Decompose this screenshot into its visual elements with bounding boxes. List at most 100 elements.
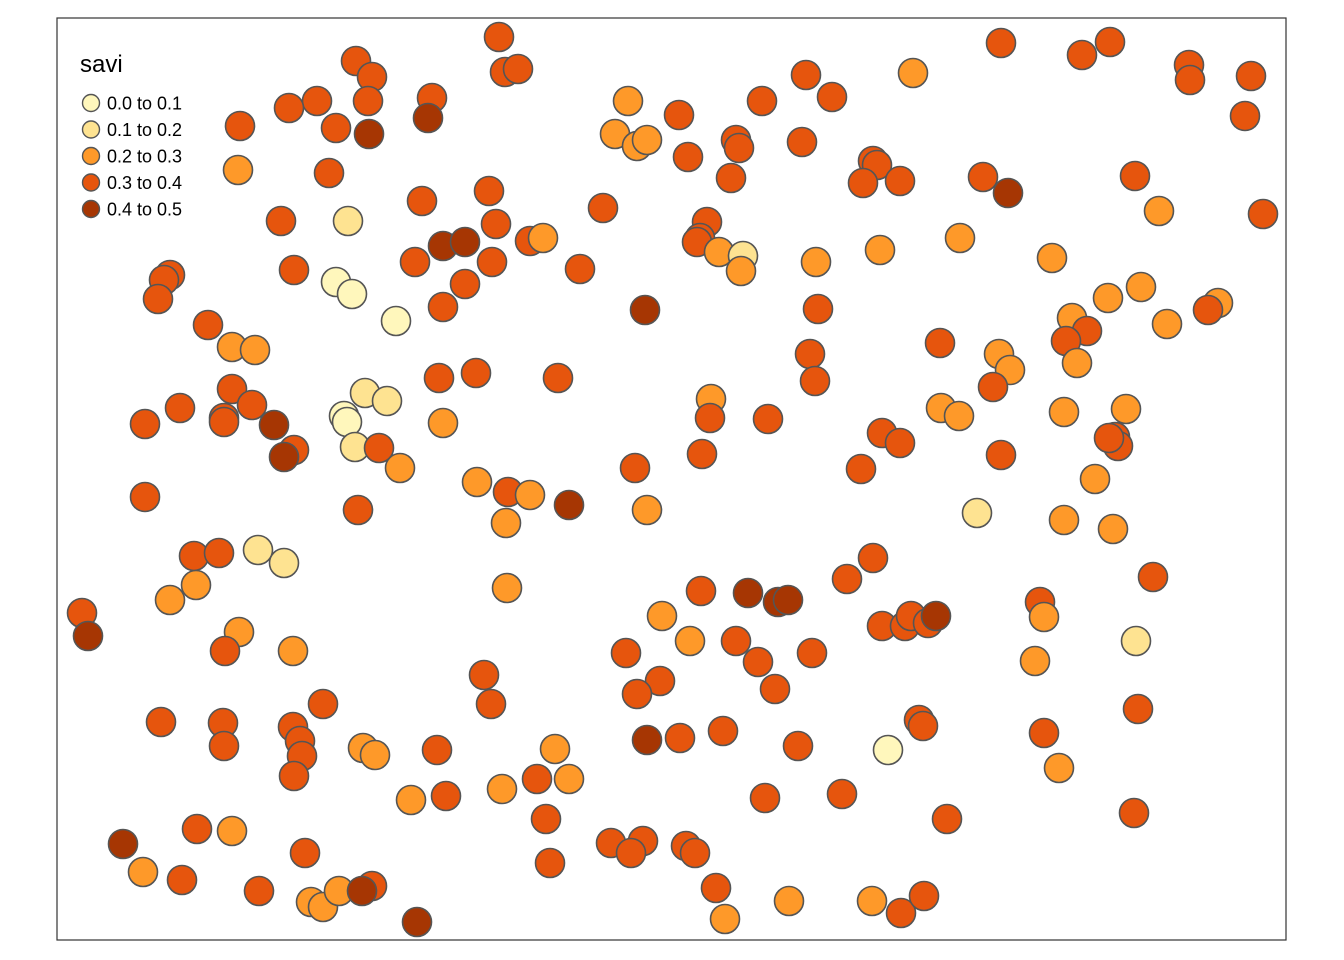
- map-point: [273, 92, 305, 124]
- map-point: [236, 389, 268, 421]
- legend-label: 0.1 to 0.2: [107, 120, 182, 140]
- map-point: [845, 453, 877, 485]
- legend-item: 0.2 to 0.3: [81, 147, 182, 167]
- map-point: [475, 688, 507, 720]
- map-point: [799, 365, 831, 397]
- map-point: [985, 27, 1017, 59]
- map-point: [427, 291, 459, 323]
- map-point: [473, 175, 505, 207]
- map-point: [759, 673, 791, 705]
- map-point: [631, 124, 663, 156]
- map-point: [289, 837, 321, 869]
- map-point: [278, 254, 310, 286]
- map-point: [1019, 645, 1051, 677]
- map-point: [773, 885, 805, 917]
- map-point: [856, 885, 888, 917]
- map-point: [72, 620, 104, 652]
- map-point: [278, 760, 310, 792]
- map-point: [686, 438, 718, 470]
- map-point: [401, 906, 433, 938]
- map-point: [885, 897, 917, 929]
- map-point: [931, 803, 963, 835]
- legend-title: savi: [80, 51, 123, 78]
- map-point: [1028, 601, 1060, 633]
- map-point: [553, 489, 585, 521]
- map-point: [460, 357, 492, 389]
- map-point: [332, 205, 364, 237]
- map-point: [1094, 26, 1126, 58]
- map-point: [1061, 347, 1093, 379]
- map-point: [502, 53, 534, 85]
- map-point: [486, 773, 518, 805]
- map-point: [715, 162, 747, 194]
- map-point: [371, 385, 403, 417]
- map-point: [534, 847, 566, 879]
- legend-swatch: [81, 199, 101, 219]
- map-point: [816, 81, 848, 113]
- map-point: [216, 815, 248, 847]
- map-point: [1192, 294, 1224, 326]
- map-point: [216, 373, 248, 405]
- map-point: [209, 635, 241, 667]
- map-point: [790, 59, 822, 91]
- map-point: [313, 157, 345, 189]
- map-point: [395, 784, 427, 816]
- legend-item: 0.4 to 0.5: [81, 199, 182, 220]
- map-point: [800, 246, 832, 278]
- map-point: [742, 646, 774, 678]
- map-point: [346, 875, 378, 907]
- map-point: [384, 452, 416, 484]
- map-point: [961, 497, 993, 529]
- map-point: [847, 167, 879, 199]
- map-point: [1235, 60, 1267, 92]
- map-point: [920, 600, 952, 632]
- map-point: [449, 226, 481, 258]
- map-point: [461, 466, 493, 498]
- map-point: [1120, 625, 1152, 657]
- map-point: [631, 494, 663, 526]
- map-point: [794, 338, 826, 370]
- map-point: [142, 283, 174, 315]
- legend: savi 0.0 to 0.1 0.1 to 0.2 0.2 to 0.3 0.3 t…: [80, 51, 182, 220]
- map-point: [483, 21, 515, 53]
- map-point: [307, 688, 339, 720]
- map-point: [107, 828, 139, 860]
- map-point: [944, 222, 976, 254]
- map-point: [222, 154, 254, 186]
- map-point: [831, 563, 863, 595]
- map-point: [664, 722, 696, 754]
- map-point: [476, 246, 508, 278]
- map-point: [619, 452, 651, 484]
- map-point: [992, 177, 1024, 209]
- map-point: [720, 625, 752, 657]
- map-point: [746, 85, 778, 117]
- points-layer: [66, 21, 1279, 938]
- map-frame: [56, 17, 1287, 941]
- map-point: [208, 730, 240, 762]
- map-point: [127, 856, 159, 888]
- map-point: [468, 659, 500, 691]
- map-point: [1036, 242, 1068, 274]
- map-point: [679, 837, 711, 869]
- map-point: [907, 710, 939, 742]
- map-point: [802, 293, 834, 325]
- map-point: [1097, 513, 1129, 545]
- map-point: [1229, 100, 1261, 132]
- map-point: [612, 85, 644, 117]
- map-point: [725, 255, 757, 287]
- map-point: [709, 903, 741, 935]
- map-point: [621, 678, 653, 710]
- map-point: [380, 305, 412, 337]
- map-point: [514, 479, 546, 511]
- legend-items: 0.0 to 0.1 0.1 to 0.2 0.2 to 0.3 0.3 to 0.4…: [81, 94, 182, 220]
- map-point: [359, 739, 391, 771]
- map-point: [749, 782, 781, 814]
- map-point: [752, 403, 784, 435]
- map-point: [782, 730, 814, 762]
- map-point: [672, 141, 704, 173]
- map-point: [897, 57, 929, 89]
- map-point: [181, 813, 213, 845]
- map-point: [615, 837, 647, 869]
- map-point: [707, 715, 739, 747]
